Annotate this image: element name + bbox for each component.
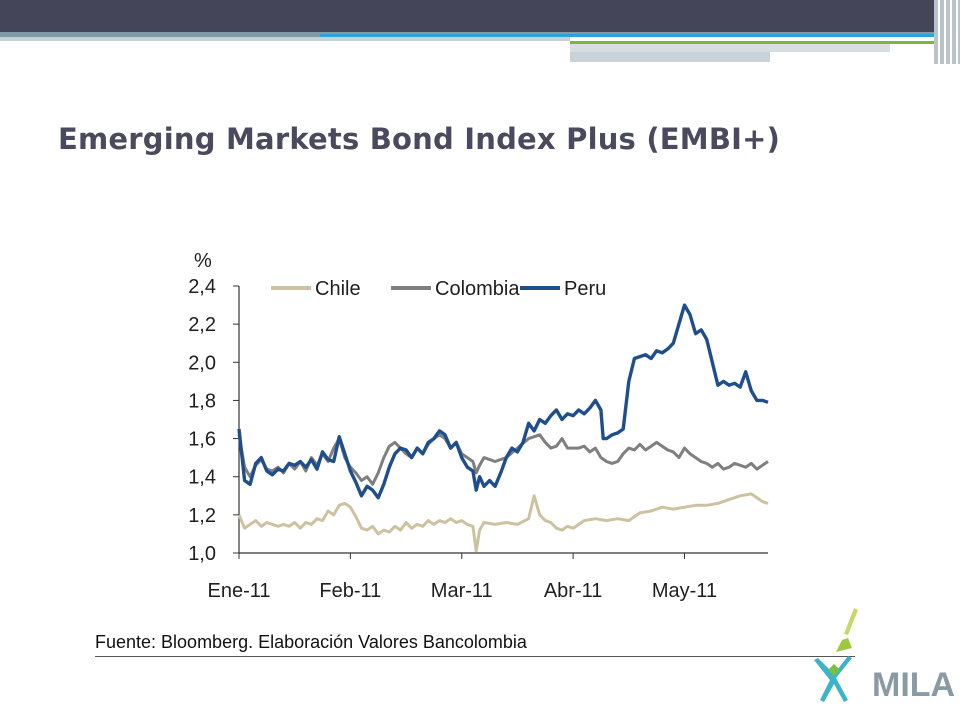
y-tick-label: 1,2 (188, 505, 216, 527)
source-note: Fuente: Bloomberg. Elaboración Valores B… (95, 632, 527, 652)
y-axis-ticks: 1,0 1,2 1,4 1,6 1,8 2,0 2,2 2,4 (188, 276, 239, 565)
series-line-peru (237, 303, 769, 500)
mila-logo: MILA (814, 608, 955, 704)
banner-stripe-blue (320, 34, 940, 37)
mila-logo-text: MILA (872, 666, 955, 704)
y-axis-unit: % (194, 250, 212, 272)
y-tick-label: 1,8 (188, 390, 216, 412)
embi-chart: % 1,0 1,2 1,4 1,6 1,8 2,0 2,2 2,4 Ene-11 Feb-11 M… (178, 242, 776, 606)
y-tick-label: 2,4 (188, 276, 216, 298)
banner-stripe-green (570, 41, 934, 44)
series-lines (237, 303, 769, 553)
y-tick-label: 1,4 (188, 467, 216, 489)
chart-legend: Chile Colombia Peru (271, 278, 606, 300)
x-tick-label: Feb-11 (319, 580, 381, 602)
x-tick-label: Mar-11 (431, 580, 493, 602)
top-banner (0, 0, 960, 32)
y-tick-label: 1,6 (188, 429, 216, 451)
legend-label-chile: Chile (315, 278, 361, 300)
slide-title: Emerging Markets Bond Index Plus (EMBI+) (58, 122, 781, 156)
source-divider (95, 656, 855, 657)
chart-canvas: % 1,0 1,2 1,4 1,6 1,8 2,0 2,2 2,4 Ene-11 Feb-11 M… (178, 242, 776, 606)
y-tick-label: 1,0 (188, 543, 216, 565)
x-tick-label: Abr-11 (544, 580, 603, 602)
x-tick-label: May-11 (652, 580, 717, 602)
banner-stripe-pale (570, 44, 890, 52)
y-tick-label: 2,2 (188, 314, 216, 336)
x-tick-label: Ene-11 (207, 580, 270, 602)
legend-label-peru: Peru (564, 278, 606, 300)
series-line-chile (237, 492, 769, 553)
y-tick-label: 2,0 (188, 352, 216, 374)
banner-stripe-pale-2 (570, 52, 770, 62)
corner-decoration (934, 0, 960, 64)
banner-stripe-light (0, 37, 570, 41)
x-axis-ticks: Ene-11 Feb-11 Mar-11 Abr-11 May-11 (207, 553, 717, 602)
legend-label-colombia: Colombia (435, 278, 520, 300)
